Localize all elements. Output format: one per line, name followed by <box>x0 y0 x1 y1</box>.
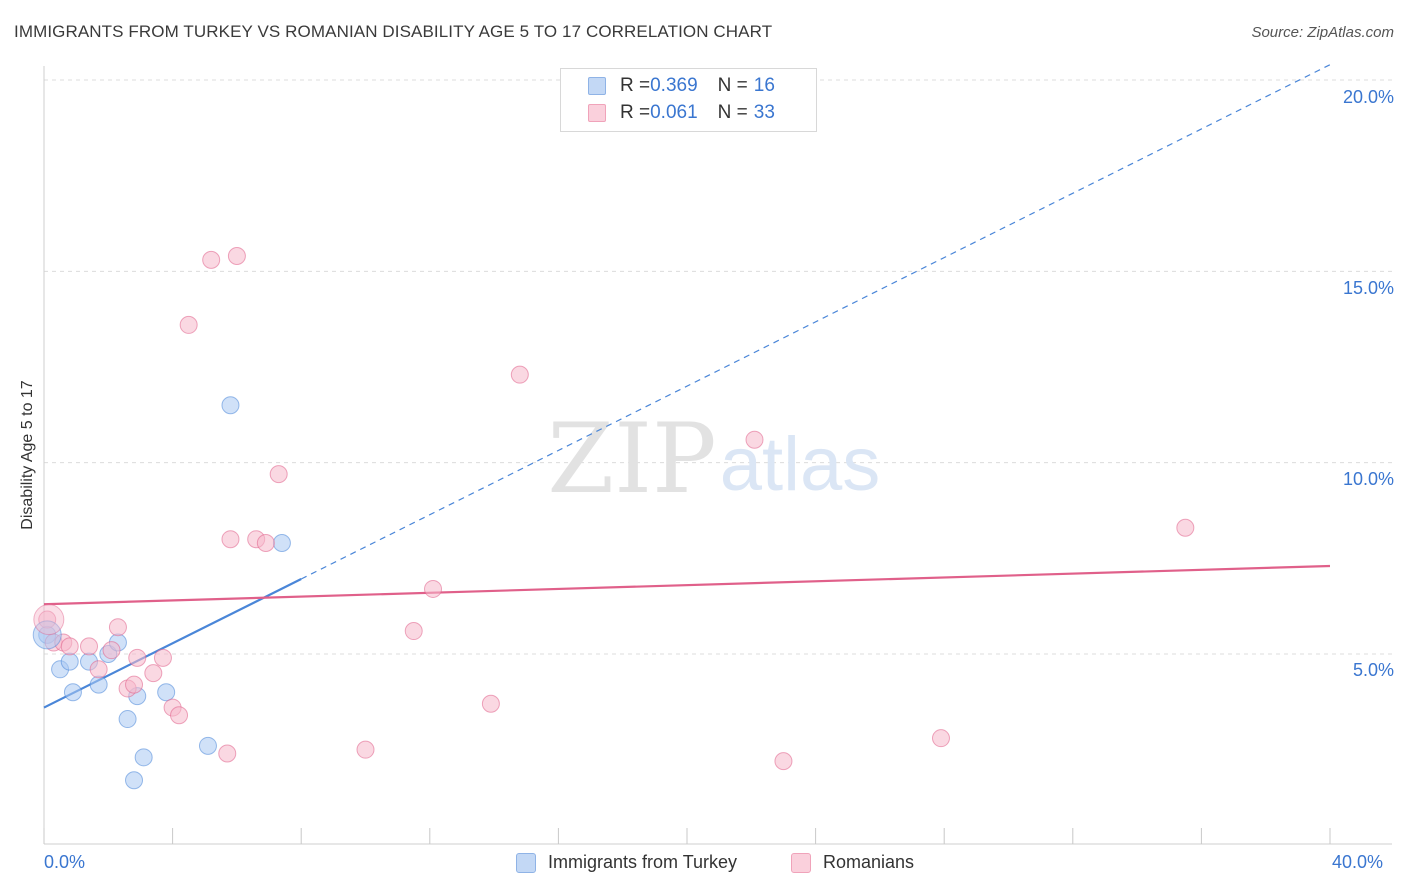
y-tick-5: 5.0% <box>1352 660 1394 680</box>
data-point-turkey <box>157 683 176 702</box>
legend-n-label: N = <box>717 102 748 123</box>
legend-n-value: 33 <box>753 102 775 123</box>
legend-n-label: N = <box>717 75 748 96</box>
data-point-turkey <box>60 652 79 671</box>
data-point-romanians <box>102 641 121 660</box>
chart-title: IMMIGRANTS FROM TURKEY VS ROMANIAN DISAB… <box>14 22 773 41</box>
watermark-atlas: atlas <box>720 422 881 507</box>
data-point-romanians <box>481 694 500 713</box>
x-tick-min: 0.0% <box>44 852 86 872</box>
data-point-romanians <box>510 365 529 384</box>
data-point-romanians <box>774 752 793 771</box>
data-point-romanians <box>202 250 221 269</box>
data-point-romanians <box>745 430 764 449</box>
legend-r-value: 0.061 <box>650 102 698 123</box>
legend-item-romanians: Romanians <box>791 852 914 873</box>
data-point-turkey <box>125 771 144 790</box>
trend-line-solid-0 <box>43 578 302 709</box>
data-point-romanians <box>153 648 172 667</box>
y-tick-20: 20.0% <box>1342 87 1394 107</box>
x-tick-max: 40.0% <box>1332 852 1384 872</box>
axes <box>43 66 1392 845</box>
data-point-romanians <box>80 637 99 656</box>
grid-lines <box>44 79 1392 655</box>
watermark-zip: ZIP <box>547 403 716 515</box>
chart-source: Source: ZipAtlas.com <box>1251 24 1394 41</box>
data-point-romanians <box>404 622 423 641</box>
series-legend: Immigrants from Turkey Romanians <box>0 852 1406 878</box>
legend-swatch-turkey <box>588 77 606 95</box>
correlation-legend: R = 0.369 N = 16 R = 0.061 N = 33 <box>560 68 817 132</box>
trend-lines <box>43 64 1331 709</box>
trend-line-dashed-0 <box>300 64 1331 580</box>
data-point-romanians-cluster <box>33 604 65 636</box>
data-point-romanians <box>128 648 147 667</box>
legend-r-label: R = <box>620 75 651 96</box>
data-point-turkey <box>134 748 153 767</box>
data-point-romanians <box>60 637 79 656</box>
data-point-turkey-cluster <box>32 620 62 650</box>
legend-swatch-romanians <box>791 852 811 873</box>
legend-swatch-turkey <box>516 852 536 873</box>
data-point-romanians <box>424 579 443 598</box>
data-point-turkey <box>63 683 82 702</box>
data-point-turkey <box>198 736 217 755</box>
data-point-turkey <box>118 710 137 729</box>
data-point-romanians <box>144 664 163 683</box>
data-point-romanians <box>269 465 288 484</box>
data-point-romanians <box>108 618 127 637</box>
data-point-turkey <box>272 534 291 553</box>
y-tick-15: 15.0% <box>1342 278 1394 298</box>
data-point-romanians <box>221 530 240 549</box>
legend-row-turkey: R = 0.369 N = 16 <box>588 75 775 97</box>
legend-row-romanians: R = 0.061 N = 33 <box>588 102 775 124</box>
data-point-romanians <box>89 660 108 679</box>
watermark: ZIP atlas <box>547 403 880 515</box>
legend-swatch-romanians <box>588 104 606 122</box>
legend-r-label: R = <box>620 102 651 123</box>
legend-n-value: 16 <box>753 75 775 96</box>
data-point-romanians <box>125 675 144 694</box>
data-point-romanians <box>931 729 950 748</box>
legend-item-turkey: Immigrants from Turkey <box>516 852 737 873</box>
data-point-romanians <box>218 744 237 763</box>
data-points <box>32 247 1195 790</box>
legend-label-romanians: Romanians <box>823 852 915 872</box>
trend-line-1 <box>43 564 1331 606</box>
data-point-romanians <box>256 534 275 553</box>
data-point-romanians <box>227 247 246 266</box>
legend-label-turkey: Immigrants from Turkey <box>548 852 738 872</box>
data-point-turkey <box>221 396 240 415</box>
legend-r-value: 0.369 <box>650 75 698 96</box>
data-point-turkey <box>89 675 108 694</box>
data-point-romanians <box>356 740 375 759</box>
y-tick-10: 10.0% <box>1342 469 1394 489</box>
data-point-romanians <box>1176 518 1195 537</box>
data-point-romanians <box>170 706 189 725</box>
data-point-romanians <box>179 315 198 334</box>
